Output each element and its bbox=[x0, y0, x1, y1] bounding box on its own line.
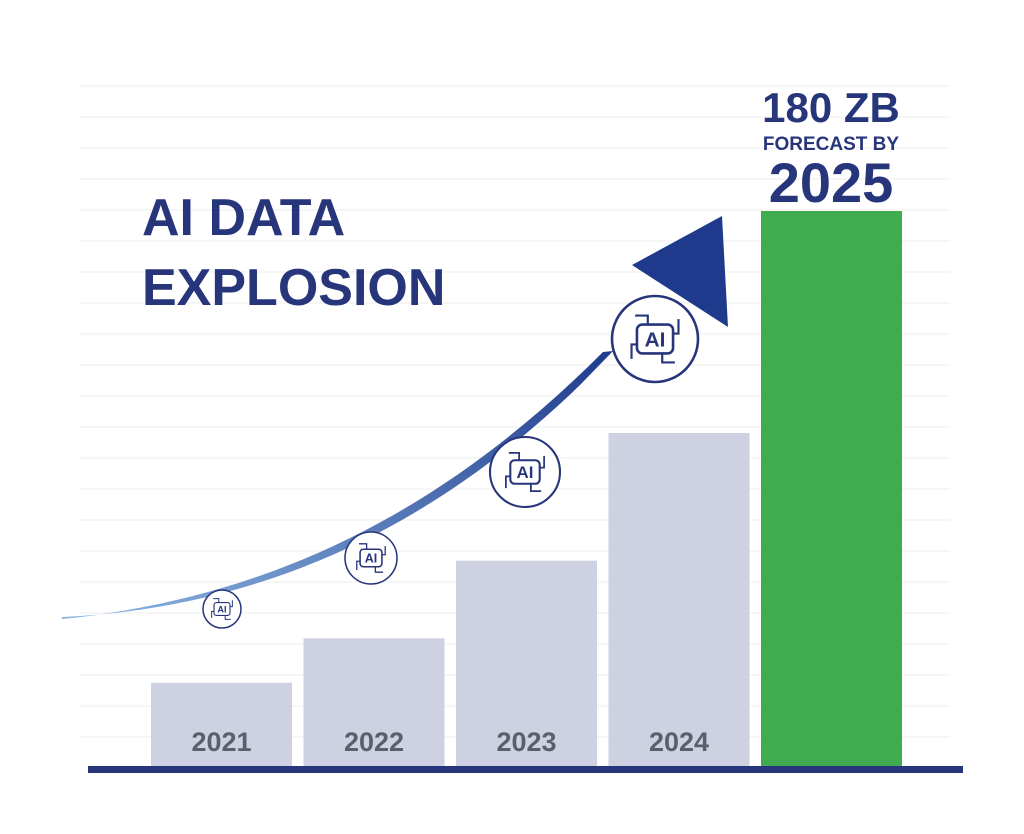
bar-2025 bbox=[761, 211, 902, 766]
svg-text:AI: AI bbox=[365, 552, 378, 566]
baseline bbox=[88, 766, 963, 773]
bar-2023 bbox=[456, 560, 597, 766]
title-line-2: EXPLOSION bbox=[142, 259, 445, 317]
year-label-2023: 2023 bbox=[496, 727, 556, 757]
forecast-callout: 180 ZB FORECAST BY 2025 bbox=[762, 84, 900, 214]
bar-2021 bbox=[151, 682, 292, 766]
trend-arrow-head bbox=[632, 216, 728, 327]
ai-badges: AI AI AI AI bbox=[202, 294, 700, 629]
ai-chip-icon: AI bbox=[610, 294, 700, 384]
ai-chip-icon: AI bbox=[488, 435, 562, 509]
svg-text:AI: AI bbox=[517, 463, 534, 482]
bar-2024 bbox=[608, 433, 750, 766]
trend-arrow bbox=[62, 216, 728, 619]
year-label-2022: 2022 bbox=[344, 727, 404, 757]
callout-year: 2025 bbox=[769, 151, 894, 214]
chart-title: AI DATA EXPLOSION bbox=[142, 189, 445, 317]
svg-text:AI: AI bbox=[217, 604, 226, 614]
year-labels: 2021 2022 2023 2024 bbox=[191, 727, 709, 757]
bars bbox=[151, 211, 902, 766]
callout-value: 180 ZB bbox=[762, 84, 900, 131]
ai-chip-icon: AI bbox=[344, 531, 398, 585]
callout-subtitle: FORECAST BY bbox=[763, 134, 900, 155]
title-line-1: AI DATA bbox=[142, 189, 345, 247]
year-label-2024: 2024 bbox=[649, 727, 709, 757]
svg-text:AI: AI bbox=[645, 329, 666, 352]
ai-chip-icon: AI bbox=[202, 589, 242, 629]
year-label-2021: 2021 bbox=[191, 727, 251, 757]
bar-2022 bbox=[303, 638, 445, 766]
